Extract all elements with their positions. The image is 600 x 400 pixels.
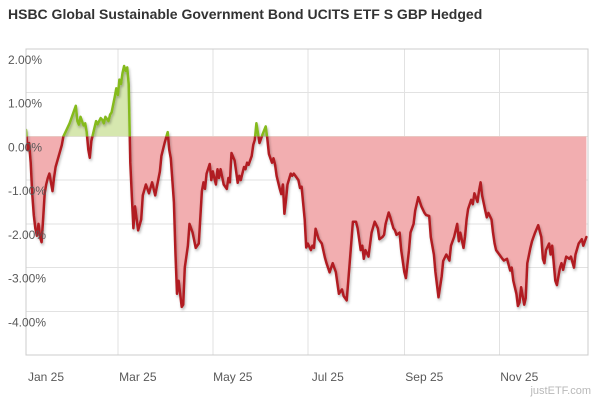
x-axis-tick-label: May 25 [213,370,253,384]
x-axis-tick-label: Mar 25 [119,370,157,384]
plot-border [25,48,589,356]
y-axis-tick-label: 0.00% [8,140,42,154]
x-axis-tick-label: Jan 25 [28,370,64,384]
y-axis-tick-label: 1.00% [8,97,42,111]
y-axis-tick-label: -1.00% [8,184,46,198]
positive-area-fill [26,66,587,137]
justetf-watermark: justETF.com [529,385,591,397]
y-axis-tick-label: -2.00% [8,228,46,242]
x-axis-tick-label: Nov 25 [500,370,538,384]
series-line-positive [26,64,269,137]
y-axis-labels: 2.00% 1.00% 0.00% -1.00% -2.00% -3.00% -4.00% [8,53,46,329]
x-axis-tick-label: Sep 25 [405,370,443,384]
negative-area-fill [26,136,587,307]
y-axis-tick-label: -3.00% [8,272,46,286]
x-axis-tick-label: Jul 25 [312,370,344,384]
series-line-negative [26,136,588,309]
y-axis-tick-label: -4.00% [8,315,46,329]
y-axis-tick-label: 2.00% [8,53,42,67]
chart-title: HSBC Global Sustainable Government Bond … [8,6,483,22]
x-axis-labels: Jan 25 Mar 25 May 25 Jul 25 Sep 25 Nov 25 [28,370,539,384]
